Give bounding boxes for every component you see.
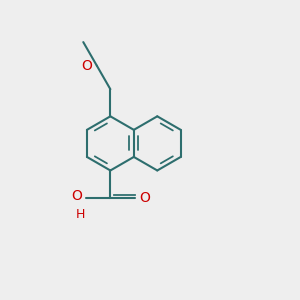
Text: H: H [75,208,85,221]
Text: O: O [140,190,151,205]
Text: O: O [81,59,92,73]
Text: O: O [71,189,82,203]
